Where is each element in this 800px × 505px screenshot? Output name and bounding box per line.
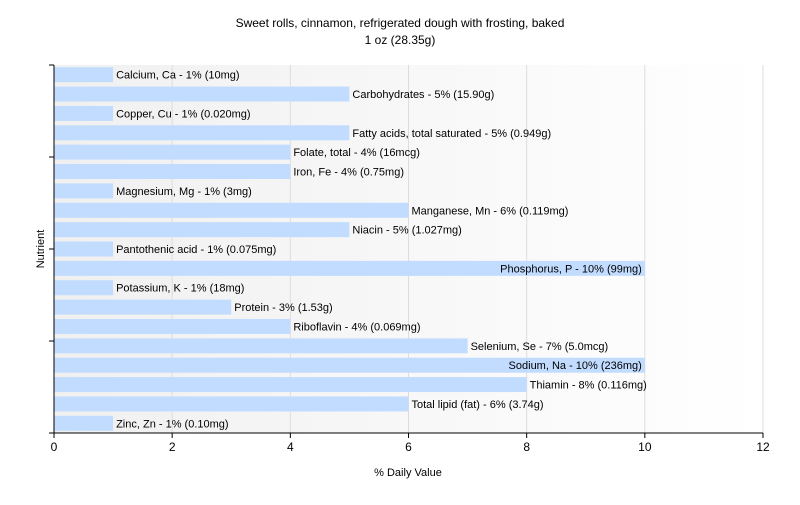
- bar: [54, 260, 645, 276]
- x-tick-label: 4: [287, 440, 294, 454]
- x-tick-label: 10: [638, 440, 652, 454]
- bar: [54, 86, 350, 102]
- data-label: Folate, total - 4% (16mcg): [293, 147, 420, 159]
- bar: [54, 202, 409, 218]
- bar: [54, 377, 527, 393]
- data-label: Phosphorus, P - 10% (99mg): [500, 263, 642, 275]
- bar: [54, 222, 350, 238]
- x-tick-label: 12: [756, 440, 770, 454]
- bar: [54, 105, 114, 121]
- data-label: Iron, Fe - 4% (0.75mg): [293, 167, 404, 179]
- bar: [54, 280, 114, 296]
- data-label: Pantothenic acid - 1% (0.075mg): [116, 244, 276, 256]
- data-label: Total lipid (fat) - 6% (3.74g): [412, 399, 544, 411]
- data-label: Zinc, Zn - 1% (0.10mg): [116, 418, 228, 430]
- data-label: Calcium, Ca - 1% (10mg): [116, 70, 239, 82]
- bar: [54, 144, 291, 160]
- x-tick-label: 8: [523, 440, 530, 454]
- data-label: Thiamin - 8% (0.116mg): [530, 380, 647, 392]
- bar: [54, 338, 468, 354]
- bar: [54, 318, 291, 334]
- x-tick-label: 0: [51, 440, 58, 454]
- bar: [54, 415, 114, 431]
- data-label: Potassium, K - 1% (18mg): [116, 283, 244, 295]
- data-label: Niacin - 5% (1.027mg): [352, 225, 461, 237]
- bar: [54, 396, 409, 412]
- bar: [54, 357, 645, 373]
- x-tick-label: 6: [405, 440, 412, 454]
- bar: [54, 241, 114, 257]
- bar: [54, 67, 114, 83]
- bar: [54, 183, 114, 199]
- data-label: Manganese, Mn - 6% (0.119mg): [412, 205, 569, 217]
- chart-subtitle: 1 oz (28.35g): [365, 33, 436, 47]
- data-label: Magnesium, Mg - 1% (3mg): [116, 186, 252, 198]
- y-axis-label: Nutrient: [35, 230, 47, 269]
- bar: [54, 299, 232, 315]
- bar: [54, 125, 350, 141]
- data-label: Riboflavin - 4% (0.069mg): [293, 321, 420, 333]
- data-label: Protein - 3% (1.53g): [234, 302, 332, 314]
- data-label: Copper, Cu - 1% (0.020mg): [116, 108, 251, 120]
- bar: [54, 164, 291, 180]
- x-tick-label: 2: [169, 440, 176, 454]
- data-label: Carbohydrates - 5% (15.90g): [352, 89, 494, 101]
- data-label: Fatty acids, total saturated - 5% (0.949…: [352, 128, 551, 140]
- chart-title: Sweet rolls, cinnamon, refrigerated doug…: [236, 16, 565, 30]
- x-axis-label: % Daily Value: [374, 467, 442, 479]
- data-label: Selenium, Se - 7% (5.0mcg): [471, 341, 609, 353]
- data-label: Sodium, Na - 10% (236mg): [509, 360, 642, 372]
